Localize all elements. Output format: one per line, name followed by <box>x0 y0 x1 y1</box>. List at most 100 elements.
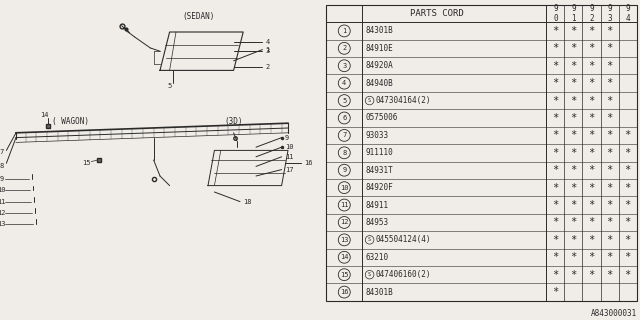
Text: 4: 4 <box>266 39 270 44</box>
Text: 12: 12 <box>340 220 349 226</box>
Text: 84920A: 84920A <box>365 61 393 70</box>
Text: 17: 17 <box>285 167 293 172</box>
Text: 911110: 911110 <box>365 148 393 157</box>
Text: *: * <box>625 165 631 175</box>
Text: 9: 9 <box>342 167 346 173</box>
Text: 84953: 84953 <box>365 218 388 227</box>
Text: 5: 5 <box>342 98 346 104</box>
Text: *: * <box>588 200 595 210</box>
Text: 84911: 84911 <box>365 201 388 210</box>
Text: 13: 13 <box>0 221 6 227</box>
Text: *: * <box>588 165 595 175</box>
Text: *: * <box>588 218 595 228</box>
Text: *: * <box>625 235 631 245</box>
Text: 14: 14 <box>40 112 49 118</box>
Text: *: * <box>625 218 631 228</box>
Text: 9
0: 9 0 <box>553 4 557 23</box>
Text: *: * <box>625 130 631 140</box>
Text: 9
4: 9 4 <box>625 4 630 23</box>
Text: 13: 13 <box>340 237 349 243</box>
Text: *: * <box>552 43 559 53</box>
Text: 11: 11 <box>340 202 349 208</box>
Text: *: * <box>607 148 612 158</box>
Text: *: * <box>607 165 612 175</box>
Text: 4: 4 <box>342 80 346 86</box>
Text: *: * <box>607 218 612 228</box>
Text: 9: 9 <box>285 135 289 140</box>
Text: 0575006: 0575006 <box>365 114 397 123</box>
Text: 15: 15 <box>82 160 91 166</box>
Text: PARTS CORD: PARTS CORD <box>410 9 463 18</box>
Text: *: * <box>625 200 631 210</box>
Text: *: * <box>607 26 612 36</box>
Text: 2: 2 <box>342 45 346 51</box>
Text: *: * <box>570 270 577 280</box>
Text: 3: 3 <box>266 48 270 54</box>
Text: *: * <box>607 252 612 262</box>
Text: 84910E: 84910E <box>365 44 393 53</box>
Text: *: * <box>552 148 559 158</box>
Text: *: * <box>570 130 577 140</box>
Text: 11: 11 <box>285 154 293 160</box>
Text: *: * <box>607 113 612 123</box>
Text: *: * <box>607 61 612 71</box>
Text: 3: 3 <box>342 63 346 69</box>
Text: 9
2: 9 2 <box>589 4 594 23</box>
Text: *: * <box>607 43 612 53</box>
Text: *: * <box>588 252 595 262</box>
Text: *: * <box>588 61 595 71</box>
Text: *: * <box>588 130 595 140</box>
Text: *: * <box>607 96 612 106</box>
Text: 9
3: 9 3 <box>607 4 612 23</box>
Text: 7: 7 <box>0 149 4 155</box>
Text: A843000031: A843000031 <box>591 309 637 318</box>
Text: 2: 2 <box>266 64 270 70</box>
Text: *: * <box>588 270 595 280</box>
Text: *: * <box>552 165 559 175</box>
Text: *: * <box>607 270 612 280</box>
Text: *: * <box>552 78 559 88</box>
Text: *: * <box>570 200 577 210</box>
Text: 84301B: 84301B <box>365 27 393 36</box>
Text: 10: 10 <box>0 188 6 193</box>
Text: *: * <box>625 148 631 158</box>
Text: *: * <box>552 287 559 297</box>
Text: 1: 1 <box>266 47 270 52</box>
Text: *: * <box>570 252 577 262</box>
Text: *: * <box>552 26 559 36</box>
Text: *: * <box>570 183 577 193</box>
Text: *: * <box>552 218 559 228</box>
Text: 15: 15 <box>340 272 349 278</box>
Text: *: * <box>607 130 612 140</box>
Text: 10: 10 <box>285 144 293 150</box>
Text: *: * <box>607 200 612 210</box>
Text: *: * <box>570 148 577 158</box>
Text: *: * <box>552 252 559 262</box>
Text: *: * <box>570 96 577 106</box>
Text: *: * <box>625 183 631 193</box>
Text: *: * <box>552 200 559 210</box>
Text: 84931T: 84931T <box>365 166 393 175</box>
Text: *: * <box>588 113 595 123</box>
Text: ( WAGON): ( WAGON) <box>52 117 89 126</box>
Text: *: * <box>552 61 559 71</box>
Text: *: * <box>588 148 595 158</box>
Text: *: * <box>570 235 577 245</box>
Text: (3D): (3D) <box>225 117 243 126</box>
Text: *: * <box>570 26 577 36</box>
Text: 6: 6 <box>342 115 346 121</box>
Text: 5: 5 <box>168 84 172 89</box>
Text: 10: 10 <box>340 185 349 191</box>
Text: S: S <box>368 272 371 277</box>
Text: *: * <box>588 235 595 245</box>
Text: *: * <box>570 78 577 88</box>
Text: *: * <box>552 130 559 140</box>
Text: (SEDAN): (SEDAN) <box>182 12 214 20</box>
Text: *: * <box>588 26 595 36</box>
Text: 1: 1 <box>342 28 346 34</box>
Text: 93033: 93033 <box>365 131 388 140</box>
Text: *: * <box>625 270 631 280</box>
Text: 045504124(4): 045504124(4) <box>376 235 431 244</box>
Text: *: * <box>588 43 595 53</box>
Text: 14: 14 <box>340 254 349 260</box>
